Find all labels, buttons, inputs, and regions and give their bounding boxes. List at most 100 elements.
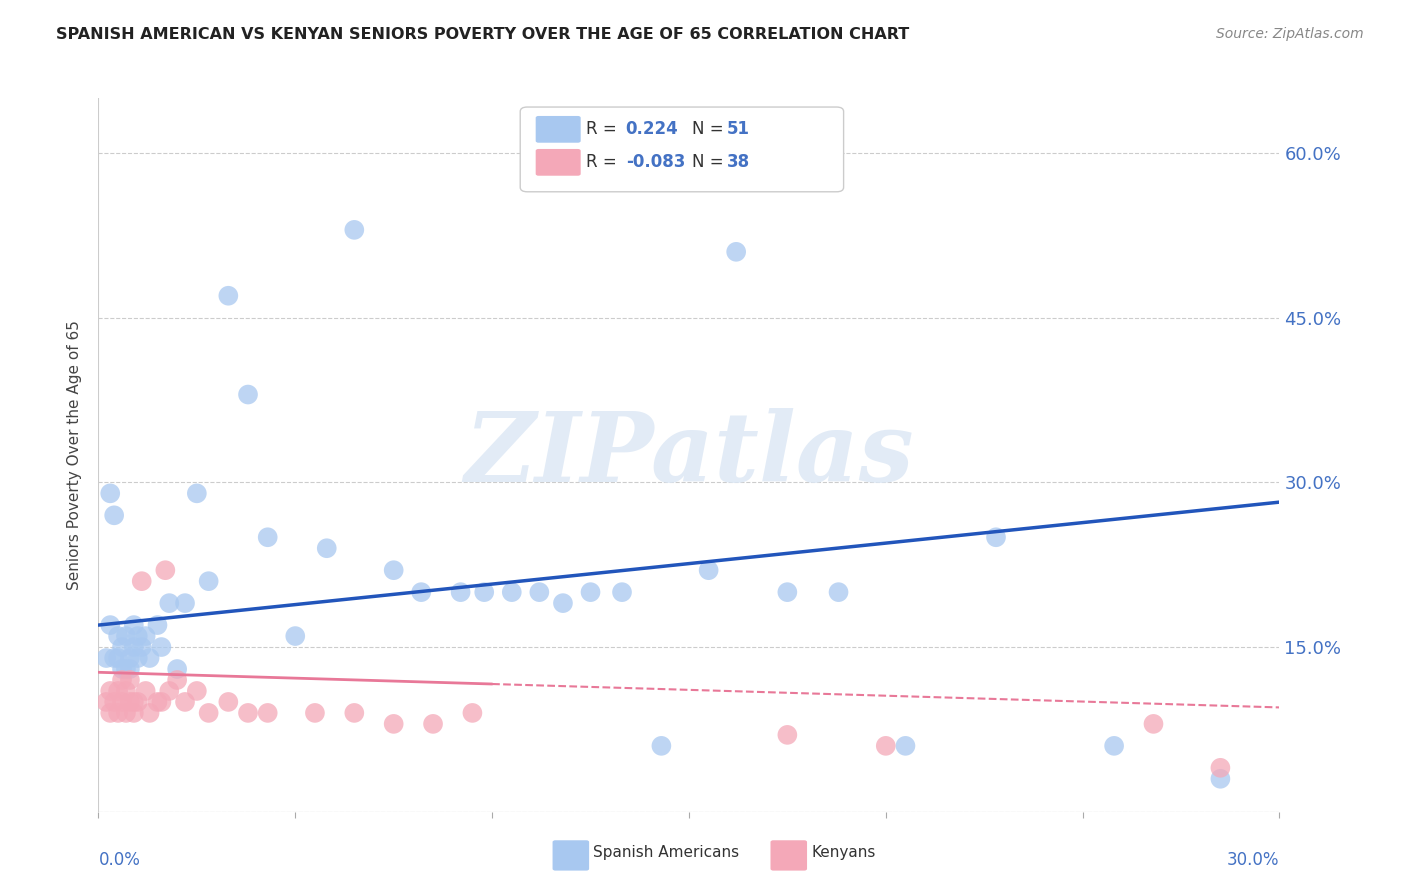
Point	[256, 530, 278, 544]
Point	[103, 695, 125, 709]
Point	[875, 739, 897, 753]
Point	[610, 585, 633, 599]
Point	[166, 673, 188, 687]
Point	[150, 695, 173, 709]
Point	[422, 717, 444, 731]
Point	[186, 684, 208, 698]
Point	[111, 662, 134, 676]
Point	[1102, 739, 1125, 753]
Point	[284, 629, 307, 643]
Point	[236, 706, 259, 720]
Point	[697, 563, 720, 577]
Point	[98, 486, 121, 500]
Point	[579, 585, 602, 599]
Point	[315, 541, 337, 556]
Point	[725, 244, 748, 259]
Point	[111, 695, 134, 709]
Y-axis label: Seniors Poverty Over the Age of 65: Seniors Poverty Over the Age of 65	[67, 320, 83, 590]
Point	[138, 706, 160, 720]
Point	[103, 508, 125, 523]
Point	[450, 585, 472, 599]
Point	[157, 596, 180, 610]
Point	[107, 684, 129, 698]
Text: -0.083: -0.083	[626, 153, 685, 171]
Point	[304, 706, 326, 720]
Point	[551, 596, 574, 610]
Point	[166, 662, 188, 676]
Point	[174, 695, 197, 709]
Text: 51: 51	[727, 120, 749, 138]
Point	[984, 530, 1007, 544]
Point	[135, 684, 157, 698]
Point	[118, 651, 141, 665]
Text: Kenyans: Kenyans	[811, 846, 876, 860]
Point	[118, 673, 141, 687]
Point	[98, 618, 121, 632]
Point	[107, 706, 129, 720]
Point	[111, 673, 134, 687]
Point	[1209, 772, 1232, 786]
Point	[382, 717, 405, 731]
Point	[115, 706, 138, 720]
Point	[529, 585, 551, 599]
Text: ZIPatlas: ZIPatlas	[464, 408, 914, 502]
Text: 38: 38	[727, 153, 749, 171]
Point	[115, 662, 138, 676]
Point	[186, 486, 208, 500]
Point	[122, 706, 145, 720]
Point	[256, 706, 278, 720]
Point	[96, 651, 118, 665]
Point	[217, 695, 239, 709]
Point	[343, 223, 366, 237]
Point	[155, 563, 177, 577]
Point	[98, 706, 121, 720]
Point	[776, 585, 799, 599]
Point	[96, 695, 118, 709]
Point	[217, 289, 239, 303]
Text: 0.0%: 0.0%	[98, 851, 141, 869]
Text: 30.0%: 30.0%	[1227, 851, 1279, 869]
Text: R =: R =	[586, 153, 623, 171]
Point	[107, 651, 129, 665]
Point	[146, 618, 169, 632]
Point	[776, 728, 799, 742]
Text: N =: N =	[692, 120, 728, 138]
Point	[150, 640, 173, 654]
Point	[472, 585, 495, 599]
Point	[174, 596, 197, 610]
Text: 0.224: 0.224	[626, 120, 679, 138]
Point	[98, 684, 121, 698]
Point	[894, 739, 917, 753]
Point	[118, 695, 141, 709]
Point	[122, 618, 145, 632]
Point	[115, 629, 138, 643]
Point	[1209, 761, 1232, 775]
Point	[111, 640, 134, 654]
Point	[197, 706, 219, 720]
Point	[122, 695, 145, 709]
Point	[135, 629, 157, 643]
Point	[103, 651, 125, 665]
Text: SPANISH AMERICAN VS KENYAN SENIORS POVERTY OVER THE AGE OF 65 CORRELATION CHART: SPANISH AMERICAN VS KENYAN SENIORS POVER…	[56, 27, 910, 42]
Point	[236, 387, 259, 401]
Point	[157, 684, 180, 698]
Point	[127, 695, 149, 709]
Point	[827, 585, 849, 599]
Point	[107, 629, 129, 643]
Point	[343, 706, 366, 720]
Point	[131, 574, 153, 589]
Point	[382, 563, 405, 577]
Point	[197, 574, 219, 589]
Point	[118, 662, 141, 676]
Point	[1142, 717, 1164, 731]
Point	[411, 585, 433, 599]
Point	[122, 640, 145, 654]
Point	[115, 684, 138, 698]
Text: R =: R =	[586, 120, 623, 138]
Point	[127, 651, 149, 665]
Point	[146, 695, 169, 709]
Point	[501, 585, 523, 599]
Text: Source: ZipAtlas.com: Source: ZipAtlas.com	[1216, 27, 1364, 41]
Point	[138, 651, 160, 665]
Point	[650, 739, 672, 753]
